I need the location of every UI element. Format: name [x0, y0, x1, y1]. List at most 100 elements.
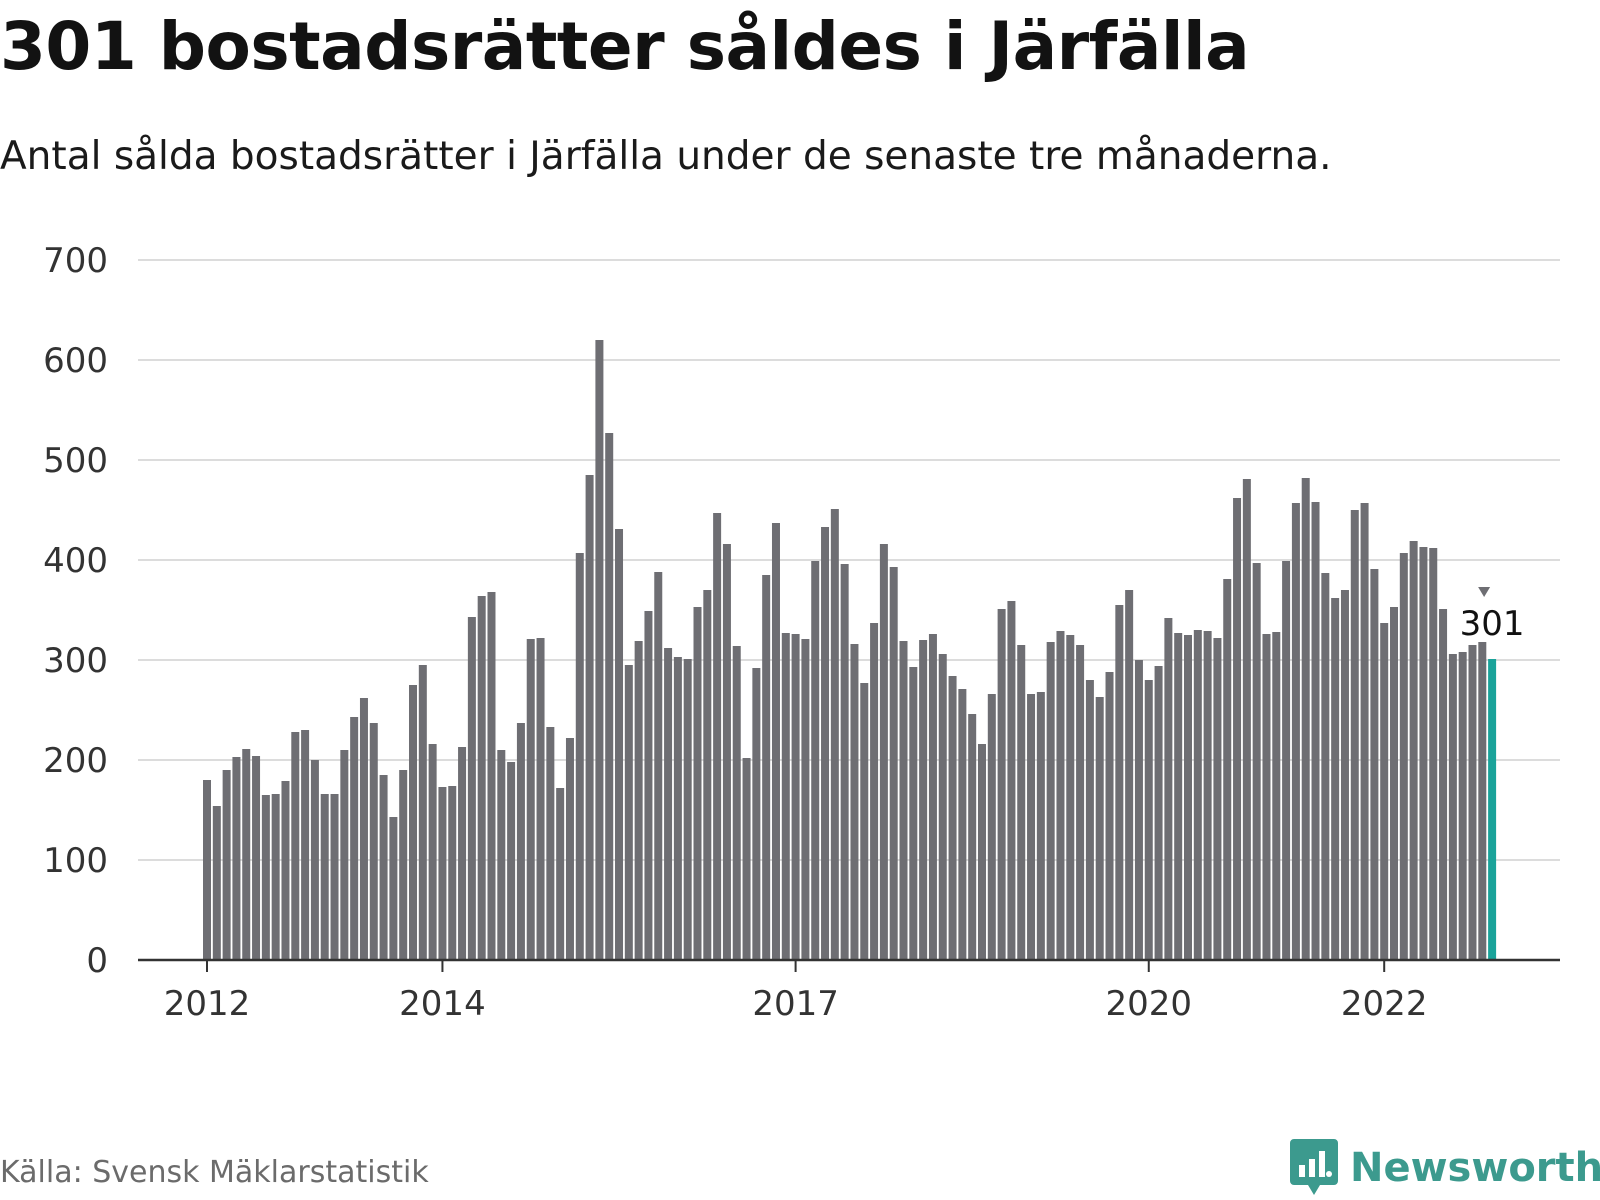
- bar-chart-speech-bubble-icon: [1290, 1139, 1338, 1195]
- bar: [242, 749, 251, 960]
- highlight-bar: [1488, 659, 1497, 960]
- bar: [1390, 607, 1399, 960]
- bar: [742, 758, 751, 960]
- bar: [1036, 692, 1045, 960]
- bar: [546, 727, 555, 960]
- bar: [1125, 590, 1134, 960]
- bar: [477, 596, 486, 960]
- bar: [1027, 694, 1036, 960]
- bar: [212, 806, 221, 960]
- bar: [1439, 609, 1448, 960]
- bar: [1262, 634, 1271, 960]
- bar: [1360, 503, 1369, 960]
- bar: [771, 523, 780, 960]
- source-note: Källa: Svensk Mäklarstatistik: [0, 1155, 429, 1190]
- bar: [536, 638, 545, 960]
- x-tick-label: 2017: [752, 984, 839, 1024]
- bar: [448, 786, 457, 960]
- x-tick-label: 2022: [1341, 984, 1428, 1024]
- bar: [556, 788, 565, 960]
- bar: [1154, 666, 1163, 960]
- bar: [409, 685, 418, 960]
- bar: [359, 698, 368, 960]
- y-tick-label: 700: [43, 241, 108, 281]
- bar: [889, 567, 898, 960]
- bar: [487, 592, 496, 960]
- bar: [615, 529, 624, 960]
- bar: [497, 750, 506, 960]
- bar: [1095, 697, 1104, 960]
- bar: [654, 572, 663, 960]
- bar: [350, 717, 359, 960]
- bar: [1478, 642, 1487, 960]
- bar: [1331, 598, 1340, 960]
- bar: [1458, 652, 1467, 960]
- bar: [938, 654, 947, 960]
- bar: [1184, 635, 1192, 960]
- bar: [634, 641, 643, 960]
- bar: [1301, 478, 1310, 960]
- bar: [997, 609, 1006, 960]
- bar: [575, 553, 584, 960]
- bar: [1203, 631, 1212, 960]
- bar: [585, 475, 594, 960]
- bar: [320, 794, 329, 960]
- bar: [428, 744, 437, 960]
- bar: [418, 665, 427, 960]
- y-tick-label: 500: [43, 441, 108, 481]
- bar: [1134, 660, 1143, 960]
- bar: [1252, 563, 1261, 960]
- bar: [1311, 502, 1320, 960]
- bar: [664, 648, 673, 960]
- bar: [811, 561, 820, 960]
- bar: [879, 544, 888, 960]
- bar: [232, 757, 241, 960]
- bar: [1468, 645, 1477, 960]
- bar: [713, 513, 722, 960]
- y-tick-label: 200: [43, 741, 108, 781]
- bar: [310, 760, 319, 960]
- bar: [683, 659, 692, 960]
- bar: [919, 640, 928, 960]
- bar: [870, 623, 879, 960]
- x-tick-label: 2012: [164, 984, 251, 1024]
- bar: [1046, 642, 1055, 960]
- bar: [369, 723, 378, 960]
- bar: [271, 794, 280, 960]
- bar: [507, 762, 516, 960]
- bar: [438, 787, 447, 960]
- bar: [301, 730, 310, 960]
- y-tick-label: 600: [43, 341, 108, 381]
- bar: [1193, 630, 1202, 960]
- bar: [909, 667, 918, 960]
- highlight-value-label: 301: [1460, 604, 1525, 644]
- y-tick-label: 300: [43, 641, 108, 681]
- bar: [1291, 503, 1300, 960]
- bar: [1105, 672, 1114, 960]
- bar: [281, 781, 290, 960]
- bar: [1115, 605, 1124, 960]
- y-tick-label: 400: [43, 541, 108, 581]
- bar: [252, 756, 261, 960]
- bar: [467, 617, 476, 960]
- bar: [703, 590, 712, 960]
- bar: [928, 634, 937, 960]
- bar: [389, 817, 398, 960]
- bar: [801, 639, 810, 960]
- bar: [781, 633, 790, 960]
- bar: [1321, 573, 1330, 960]
- bar: [261, 795, 270, 960]
- bar: [1409, 541, 1418, 960]
- bar: [203, 780, 211, 960]
- bar: [673, 657, 682, 960]
- bar: [1448, 654, 1457, 960]
- bar: [1164, 618, 1173, 960]
- bar: [968, 714, 977, 960]
- bar: [516, 723, 525, 960]
- bar: [1370, 569, 1379, 960]
- brand-name: Newsworthy: [1350, 1145, 1600, 1191]
- bar: [1223, 579, 1232, 960]
- x-tick-label: 2020: [1105, 984, 1192, 1024]
- bar: [840, 564, 849, 960]
- y-tick-label: 0: [86, 941, 108, 981]
